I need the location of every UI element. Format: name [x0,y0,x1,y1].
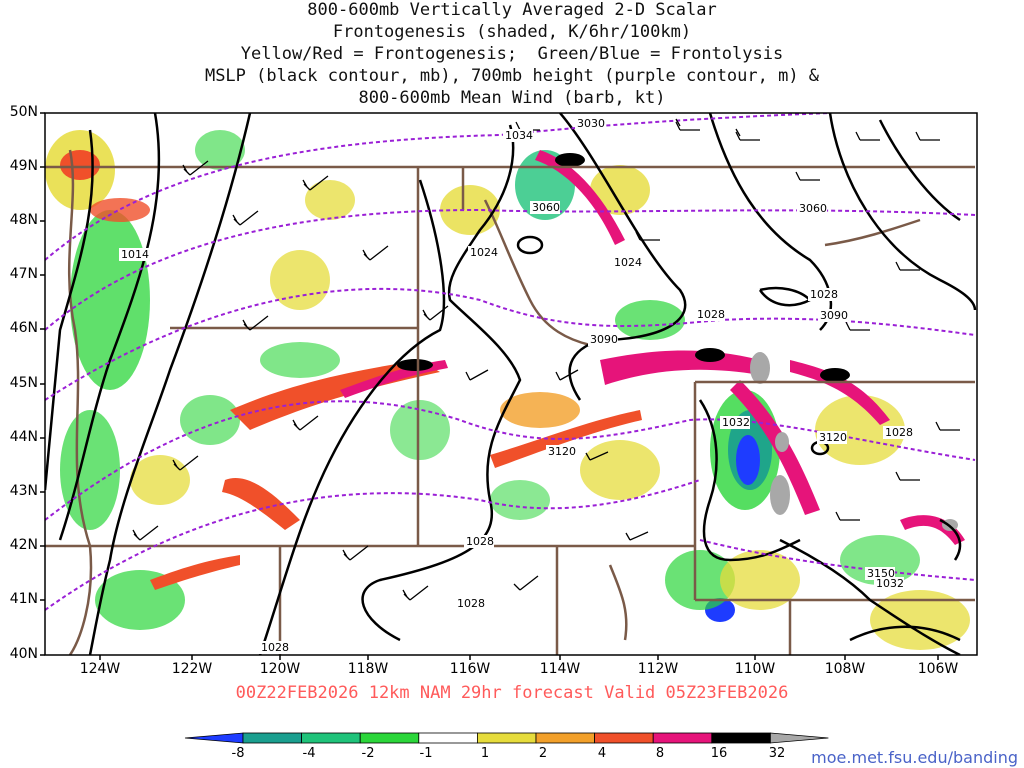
colorbar-label: -2 [361,746,375,761]
lat-label: 50N [9,104,38,120]
lon-label: 112W [637,661,679,677]
forecast-valid-line: 00Z22FEB2026 12km NAM 29hr forecast Vali… [235,683,789,703]
lon-label: 114W [539,661,581,677]
height-label: 3060 [799,202,827,215]
colorbar-segment [770,732,829,744]
lat-label: 40N [9,646,38,662]
colorbar-segment [301,732,361,744]
colorbar-segment [535,732,595,744]
wind-barbs [132,118,960,601]
lat-label: 42N [9,537,38,553]
mslp-label: 1028 [261,641,289,654]
lon-label: 108W [824,661,866,677]
colorbar-segment [359,732,420,744]
height-label: 3120 [548,445,576,458]
title-line-2: Frontogenesis (shaded, K/6hr/100km) [332,22,692,42]
colorbar-segment [652,732,713,744]
colorbar-label: 4 [597,746,607,761]
mslp-label: 1034 [505,129,533,142]
lat-label: 41N [9,591,38,607]
colorbar-label: 8 [655,746,665,761]
state-borders [45,149,975,655]
mslp-label: 1014 [121,248,149,261]
title-line-1: 800-600mb Vertically Averaged 2-D Scalar [307,0,717,20]
height-label: 3120 [819,431,847,444]
lat-label: 44N [9,429,38,445]
title-line-4: MSLP (black contour, mb), 700mb height (… [204,66,820,86]
contour-label-boxes [119,117,913,654]
lat-label: 45N [9,375,38,391]
lon-label: 124W [79,661,121,677]
title-line-3: Yellow/Red = Frontogenesis; Green/Blue =… [240,44,784,64]
colorbar-segment [184,732,244,744]
mslp-contours [45,113,977,655]
height-label: 3150 [867,567,895,580]
colorbar-label: -4 [302,746,316,761]
colorbar-segment [711,732,771,744]
mslp-label: 1028 [885,426,913,439]
lon-label: 116W [449,661,491,677]
mslp-label: 1028 [697,308,725,321]
mslp-label: 1032 [876,577,904,590]
mslp-label: 1028 [810,288,838,301]
axis-ticks [40,112,939,660]
lon-label: 106W [917,661,959,677]
colorbar-label: -8 [231,746,245,761]
colorbar-segment [476,732,537,744]
colorbar-label: -1 [419,746,433,761]
colorbar-segment [242,732,302,744]
credit-link[interactable]: moe.met.fsu.edu/banding [811,748,1018,767]
colorbar-segment [418,732,478,744]
lon-label: 110W [734,661,776,677]
mslp-label: 1024 [470,246,498,259]
frontogenesis-shading [45,130,970,650]
lon-label: 118W [347,661,389,677]
colorbar-label: 32 [768,746,786,761]
colorbar [184,732,829,744]
height-label: 3090 [590,333,618,346]
lon-label: 120W [259,661,301,677]
mslp-label: 1028 [457,597,485,610]
lat-label: 46N [9,320,38,336]
colorbar-label: 1 [480,746,490,761]
height-label: 3090 [820,309,848,322]
height-label: 3060 [532,201,560,214]
title-line-5: 800-600mb Mean Wind (barb, kt) [358,88,666,108]
mslp-label: 1024 [614,256,642,269]
lat-label: 48N [9,212,38,228]
colorbar-label: 16 [710,746,728,761]
mslp-label: 1032 [722,416,750,429]
lat-label: 49N [9,158,38,174]
lon-label: 122W [171,661,213,677]
lat-label: 47N [9,266,38,282]
lat-label: 43N [9,483,38,499]
height-label: 3030 [577,117,605,130]
mslp-label: 1028 [466,535,494,548]
colorbar-label: 2 [538,746,548,761]
colorbar-segment [594,732,654,744]
